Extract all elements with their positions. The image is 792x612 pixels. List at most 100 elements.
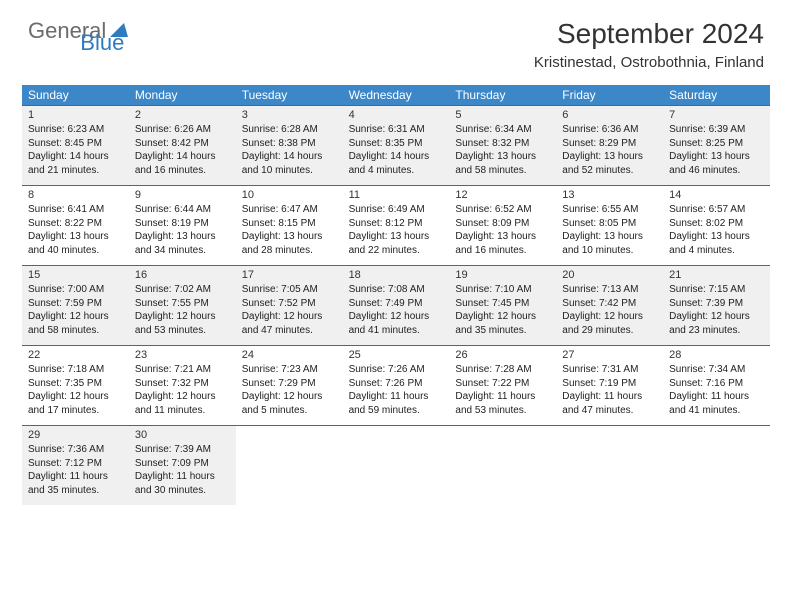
sun-info-line: Daylight: 14 hours xyxy=(242,150,337,164)
sun-info-line: Sunset: 8:19 PM xyxy=(135,217,230,231)
calendar-week: 29Sunrise: 7:36 AMSunset: 7:12 PMDayligh… xyxy=(22,425,770,505)
sun-info-line: and 41 minutes. xyxy=(349,324,444,338)
calendar: SundayMondayTuesdayWednesdayThursdayFrid… xyxy=(0,79,792,505)
calendar-body: 1Sunrise: 6:23 AMSunset: 8:45 PMDaylight… xyxy=(22,105,770,505)
sun-info-line: Sunrise: 6:49 AM xyxy=(349,203,444,217)
sun-info-line: and 4 minutes. xyxy=(669,244,764,258)
calendar-cell: 11Sunrise: 6:49 AMSunset: 8:12 PMDayligh… xyxy=(343,186,450,265)
calendar-cell: 2Sunrise: 6:26 AMSunset: 8:42 PMDaylight… xyxy=(129,106,236,185)
calendar-cell xyxy=(343,426,450,505)
day-header: Sunday xyxy=(22,85,129,105)
sun-info-line: Daylight: 12 hours xyxy=(349,310,444,324)
sun-info-line: Daylight: 14 hours xyxy=(349,150,444,164)
sun-info-line: Sunrise: 7:05 AM xyxy=(242,283,337,297)
sun-info-line: and 23 minutes. xyxy=(669,324,764,338)
sun-info-line: Sunset: 8:45 PM xyxy=(28,137,123,151)
sun-info-line: Daylight: 11 hours xyxy=(562,390,657,404)
sun-info-line: Sunrise: 7:18 AM xyxy=(28,363,123,377)
calendar-cell: 25Sunrise: 7:26 AMSunset: 7:26 PMDayligh… xyxy=(343,346,450,425)
day-number: 24 xyxy=(242,349,337,361)
sun-info-line: and 11 minutes. xyxy=(135,404,230,418)
sun-info-line: and 28 minutes. xyxy=(242,244,337,258)
sun-info-line: Sunset: 8:25 PM xyxy=(669,137,764,151)
sun-info-line: Sunrise: 7:26 AM xyxy=(349,363,444,377)
sun-info-line: Sunrise: 7:31 AM xyxy=(562,363,657,377)
sun-info-line: Sunset: 7:35 PM xyxy=(28,377,123,391)
sun-info-line: Sunset: 8:29 PM xyxy=(562,137,657,151)
logo: General Blue xyxy=(28,18,174,44)
sun-info-line: and 41 minutes. xyxy=(669,404,764,418)
day-number: 21 xyxy=(669,269,764,281)
sun-info-line: Daylight: 13 hours xyxy=(455,230,550,244)
sun-info-line: Sunrise: 7:10 AM xyxy=(455,283,550,297)
calendar-cell: 4Sunrise: 6:31 AMSunset: 8:35 PMDaylight… xyxy=(343,106,450,185)
calendar-cell: 28Sunrise: 7:34 AMSunset: 7:16 PMDayligh… xyxy=(663,346,770,425)
sun-info-line: Sunset: 7:22 PM xyxy=(455,377,550,391)
sun-info-line: Sunrise: 6:31 AM xyxy=(349,123,444,137)
day-number: 8 xyxy=(28,189,123,201)
day-number: 26 xyxy=(455,349,550,361)
sun-info-line: Sunrise: 7:08 AM xyxy=(349,283,444,297)
sun-info-line: and 46 minutes. xyxy=(669,164,764,178)
sun-info-line: Daylight: 12 hours xyxy=(242,390,337,404)
sun-info-line: Sunset: 8:09 PM xyxy=(455,217,550,231)
calendar-cell xyxy=(236,426,343,505)
header: General Blue September 2024 Kristinestad… xyxy=(0,0,792,79)
day-number: 17 xyxy=(242,269,337,281)
sun-info-line: Sunset: 8:38 PM xyxy=(242,137,337,151)
sun-info-line: Daylight: 12 hours xyxy=(135,390,230,404)
sun-info-line: Sunrise: 7:39 AM xyxy=(135,443,230,457)
day-number: 13 xyxy=(562,189,657,201)
sun-info-line: Sunrise: 6:57 AM xyxy=(669,203,764,217)
sun-info-line: Sunset: 7:32 PM xyxy=(135,377,230,391)
calendar-cell: 15Sunrise: 7:00 AMSunset: 7:59 PMDayligh… xyxy=(22,266,129,345)
day-header: Tuesday xyxy=(236,85,343,105)
sun-info-line: Sunset: 8:15 PM xyxy=(242,217,337,231)
day-number: 25 xyxy=(349,349,444,361)
sun-info-line: Sunrise: 6:44 AM xyxy=(135,203,230,217)
sun-info-line: and 16 minutes. xyxy=(135,164,230,178)
page-title: September 2024 xyxy=(534,18,764,50)
sun-info-line: and 52 minutes. xyxy=(562,164,657,178)
title-block: September 2024 Kristinestad, Ostrobothni… xyxy=(534,18,764,71)
calendar-cell: 30Sunrise: 7:39 AMSunset: 7:09 PMDayligh… xyxy=(129,426,236,505)
sun-info-line: Sunrise: 7:23 AM xyxy=(242,363,337,377)
sun-info-line: Daylight: 13 hours xyxy=(669,150,764,164)
calendar-cell: 19Sunrise: 7:10 AMSunset: 7:45 PMDayligh… xyxy=(449,266,556,345)
day-number: 18 xyxy=(349,269,444,281)
sun-info-line: Daylight: 12 hours xyxy=(242,310,337,324)
calendar-week: 8Sunrise: 6:41 AMSunset: 8:22 PMDaylight… xyxy=(22,185,770,265)
calendar-cell: 5Sunrise: 6:34 AMSunset: 8:32 PMDaylight… xyxy=(449,106,556,185)
sun-info-line: Sunrise: 6:41 AM xyxy=(28,203,123,217)
day-number: 30 xyxy=(135,429,230,441)
calendar-week: 22Sunrise: 7:18 AMSunset: 7:35 PMDayligh… xyxy=(22,345,770,425)
location-subtitle: Kristinestad, Ostrobothnia, Finland xyxy=(534,54,764,71)
day-number: 9 xyxy=(135,189,230,201)
calendar-cell: 20Sunrise: 7:13 AMSunset: 7:42 PMDayligh… xyxy=(556,266,663,345)
day-number: 23 xyxy=(135,349,230,361)
calendar-cell: 21Sunrise: 7:15 AMSunset: 7:39 PMDayligh… xyxy=(663,266,770,345)
sun-info-line: and 53 minutes. xyxy=(455,404,550,418)
sun-info-line: Sunrise: 6:55 AM xyxy=(562,203,657,217)
day-number: 15 xyxy=(28,269,123,281)
sun-info-line: and 35 minutes. xyxy=(455,324,550,338)
sun-info-line: Sunset: 7:49 PM xyxy=(349,297,444,311)
day-header: Thursday xyxy=(449,85,556,105)
sun-info-line: Daylight: 13 hours xyxy=(455,150,550,164)
sun-info-line: and 10 minutes. xyxy=(242,164,337,178)
calendar-cell xyxy=(449,426,556,505)
calendar-week: 15Sunrise: 7:00 AMSunset: 7:59 PMDayligh… xyxy=(22,265,770,345)
sun-info-line: Daylight: 12 hours xyxy=(135,310,230,324)
sun-info-line: and 4 minutes. xyxy=(349,164,444,178)
day-number: 7 xyxy=(669,109,764,121)
calendar-cell xyxy=(556,426,663,505)
sun-info-line: Sunrise: 6:34 AM xyxy=(455,123,550,137)
sun-info-line: and 16 minutes. xyxy=(455,244,550,258)
sun-info-line: and 10 minutes. xyxy=(562,244,657,258)
sun-info-line: Sunset: 7:29 PM xyxy=(242,377,337,391)
day-number: 5 xyxy=(455,109,550,121)
calendar-week: 1Sunrise: 6:23 AMSunset: 8:45 PMDaylight… xyxy=(22,105,770,185)
day-number: 28 xyxy=(669,349,764,361)
sun-info-line: Daylight: 14 hours xyxy=(28,150,123,164)
sun-info-line: and 53 minutes. xyxy=(135,324,230,338)
